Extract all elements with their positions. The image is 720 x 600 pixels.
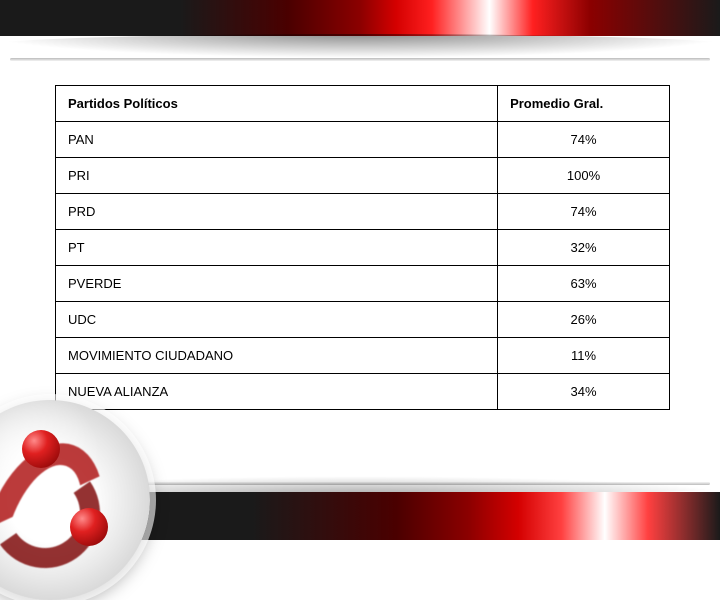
party-name-cell: MOVIMIENTO CIUDADANO	[56, 338, 498, 374]
party-name-cell: PAN	[56, 122, 498, 158]
party-value-cell: 74%	[498, 194, 670, 230]
column-header-average: Promedio Gral.	[498, 86, 670, 122]
column-header-party: Partidos Políticos	[56, 86, 498, 122]
party-value-cell: 63%	[498, 266, 670, 302]
party-name-cell: PVERDE	[56, 266, 498, 302]
table-row: UDC 26%	[56, 302, 670, 338]
table-row: PT 32%	[56, 230, 670, 266]
table-row: PAN 74%	[56, 122, 670, 158]
table-row: PRI 100%	[56, 158, 670, 194]
logo-dot-icon	[70, 508, 108, 546]
party-value-cell: 26%	[498, 302, 670, 338]
top-banner	[0, 0, 720, 36]
party-value-cell: 11%	[498, 338, 670, 374]
party-value-cell: 74%	[498, 122, 670, 158]
table-row: NUEVA ALIANZA 34%	[56, 374, 670, 410]
party-value-cell: 32%	[498, 230, 670, 266]
party-name-cell: PRD	[56, 194, 498, 230]
table-header-row: Partidos Políticos Promedio Gral.	[56, 86, 670, 122]
table-row: MOVIMIENTO CIUDADANO 11%	[56, 338, 670, 374]
parties-table: Partidos Políticos Promedio Gral. PAN 74…	[55, 85, 670, 410]
logo-badge	[0, 400, 150, 600]
top-divider-line	[10, 58, 710, 61]
party-value-cell: 100%	[498, 158, 670, 194]
party-name-cell: PRI	[56, 158, 498, 194]
party-name-cell: NUEVA ALIANZA	[56, 374, 498, 410]
party-name-cell: PT	[56, 230, 498, 266]
table-row: PVERDE 63%	[56, 266, 670, 302]
party-name-cell: UDC	[56, 302, 498, 338]
table-row: PRD 74%	[56, 194, 670, 230]
party-value-cell: 34%	[498, 374, 670, 410]
top-banner-shadow	[0, 34, 720, 58]
parties-table-container: Partidos Políticos Promedio Gral. PAN 74…	[55, 85, 670, 410]
logo-dot-icon	[22, 430, 60, 468]
